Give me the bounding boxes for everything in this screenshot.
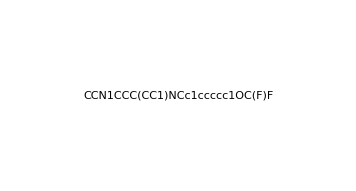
Text: CCN1CCC(CC1)NCc1ccccc1OC(F)F: CCN1CCC(CC1)NCc1ccccc1OC(F)F [83, 91, 273, 101]
